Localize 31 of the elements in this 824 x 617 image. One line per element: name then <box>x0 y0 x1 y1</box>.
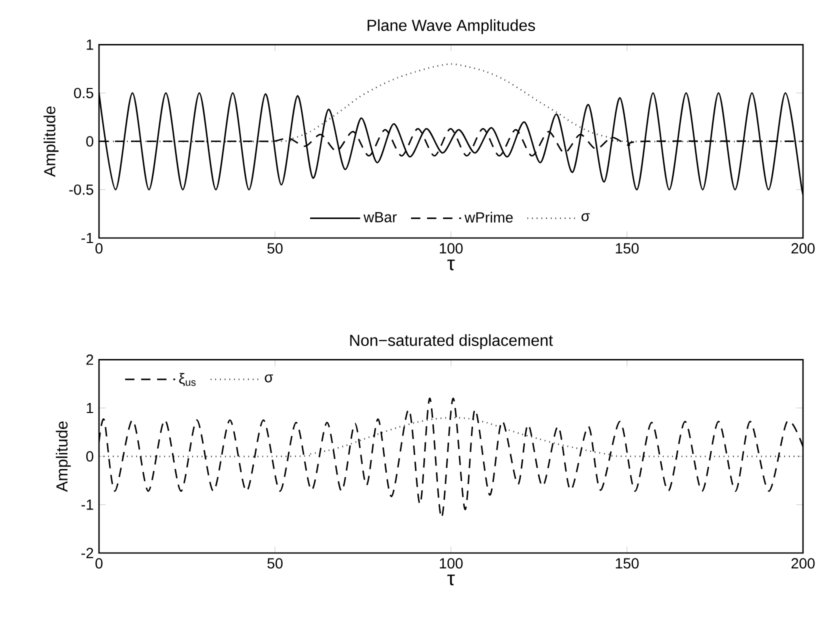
x-axis-title: τ <box>447 574 455 586</box>
chart-title: Plane Wave Amplitudes <box>368 19 536 34</box>
x-tick-label: 200 <box>792 558 815 569</box>
y-axis-title: Amplitude <box>56 421 71 492</box>
y-tick-label: -0.5 <box>69 184 94 195</box>
y-tick-label: -2 <box>81 548 94 558</box>
y-tick-label: -1 <box>81 232 94 244</box>
chart-title: Non−saturated displacement <box>350 334 553 350</box>
y-axis-title: Amplitude <box>44 106 59 177</box>
x-tick-label: 150 <box>616 243 639 254</box>
legend-label: wPrime <box>464 212 513 223</box>
x-tick-label: 150 <box>616 558 639 569</box>
y-tick-label: 0 <box>86 136 94 147</box>
x-tick-label: 0 <box>95 243 102 254</box>
y-tick-label: 0.5 <box>74 88 94 98</box>
x-tick-label: 50 <box>267 243 283 254</box>
y-tick-label: 2 <box>86 354 94 365</box>
y-tick-label: 1 <box>86 40 94 50</box>
legend-label: ξ$_{us}$ <box>179 373 196 386</box>
x-tick-label: 100 <box>440 558 463 569</box>
x-tick-label: 100 <box>440 243 463 254</box>
y-tick-label: 1 <box>86 402 94 414</box>
legend-label: σ <box>264 374 274 382</box>
x-tick-label: 0 <box>95 558 102 569</box>
legend-label: σ <box>582 213 590 222</box>
y-tick-label: -1 <box>81 500 94 510</box>
x-axis-title: τ <box>447 260 455 270</box>
legend-label: wBar <box>364 212 397 222</box>
x-tick-label: 200 <box>792 243 815 254</box>
y-tick-label: 0 <box>86 451 94 462</box>
x-tick-label: 50 <box>267 558 283 569</box>
